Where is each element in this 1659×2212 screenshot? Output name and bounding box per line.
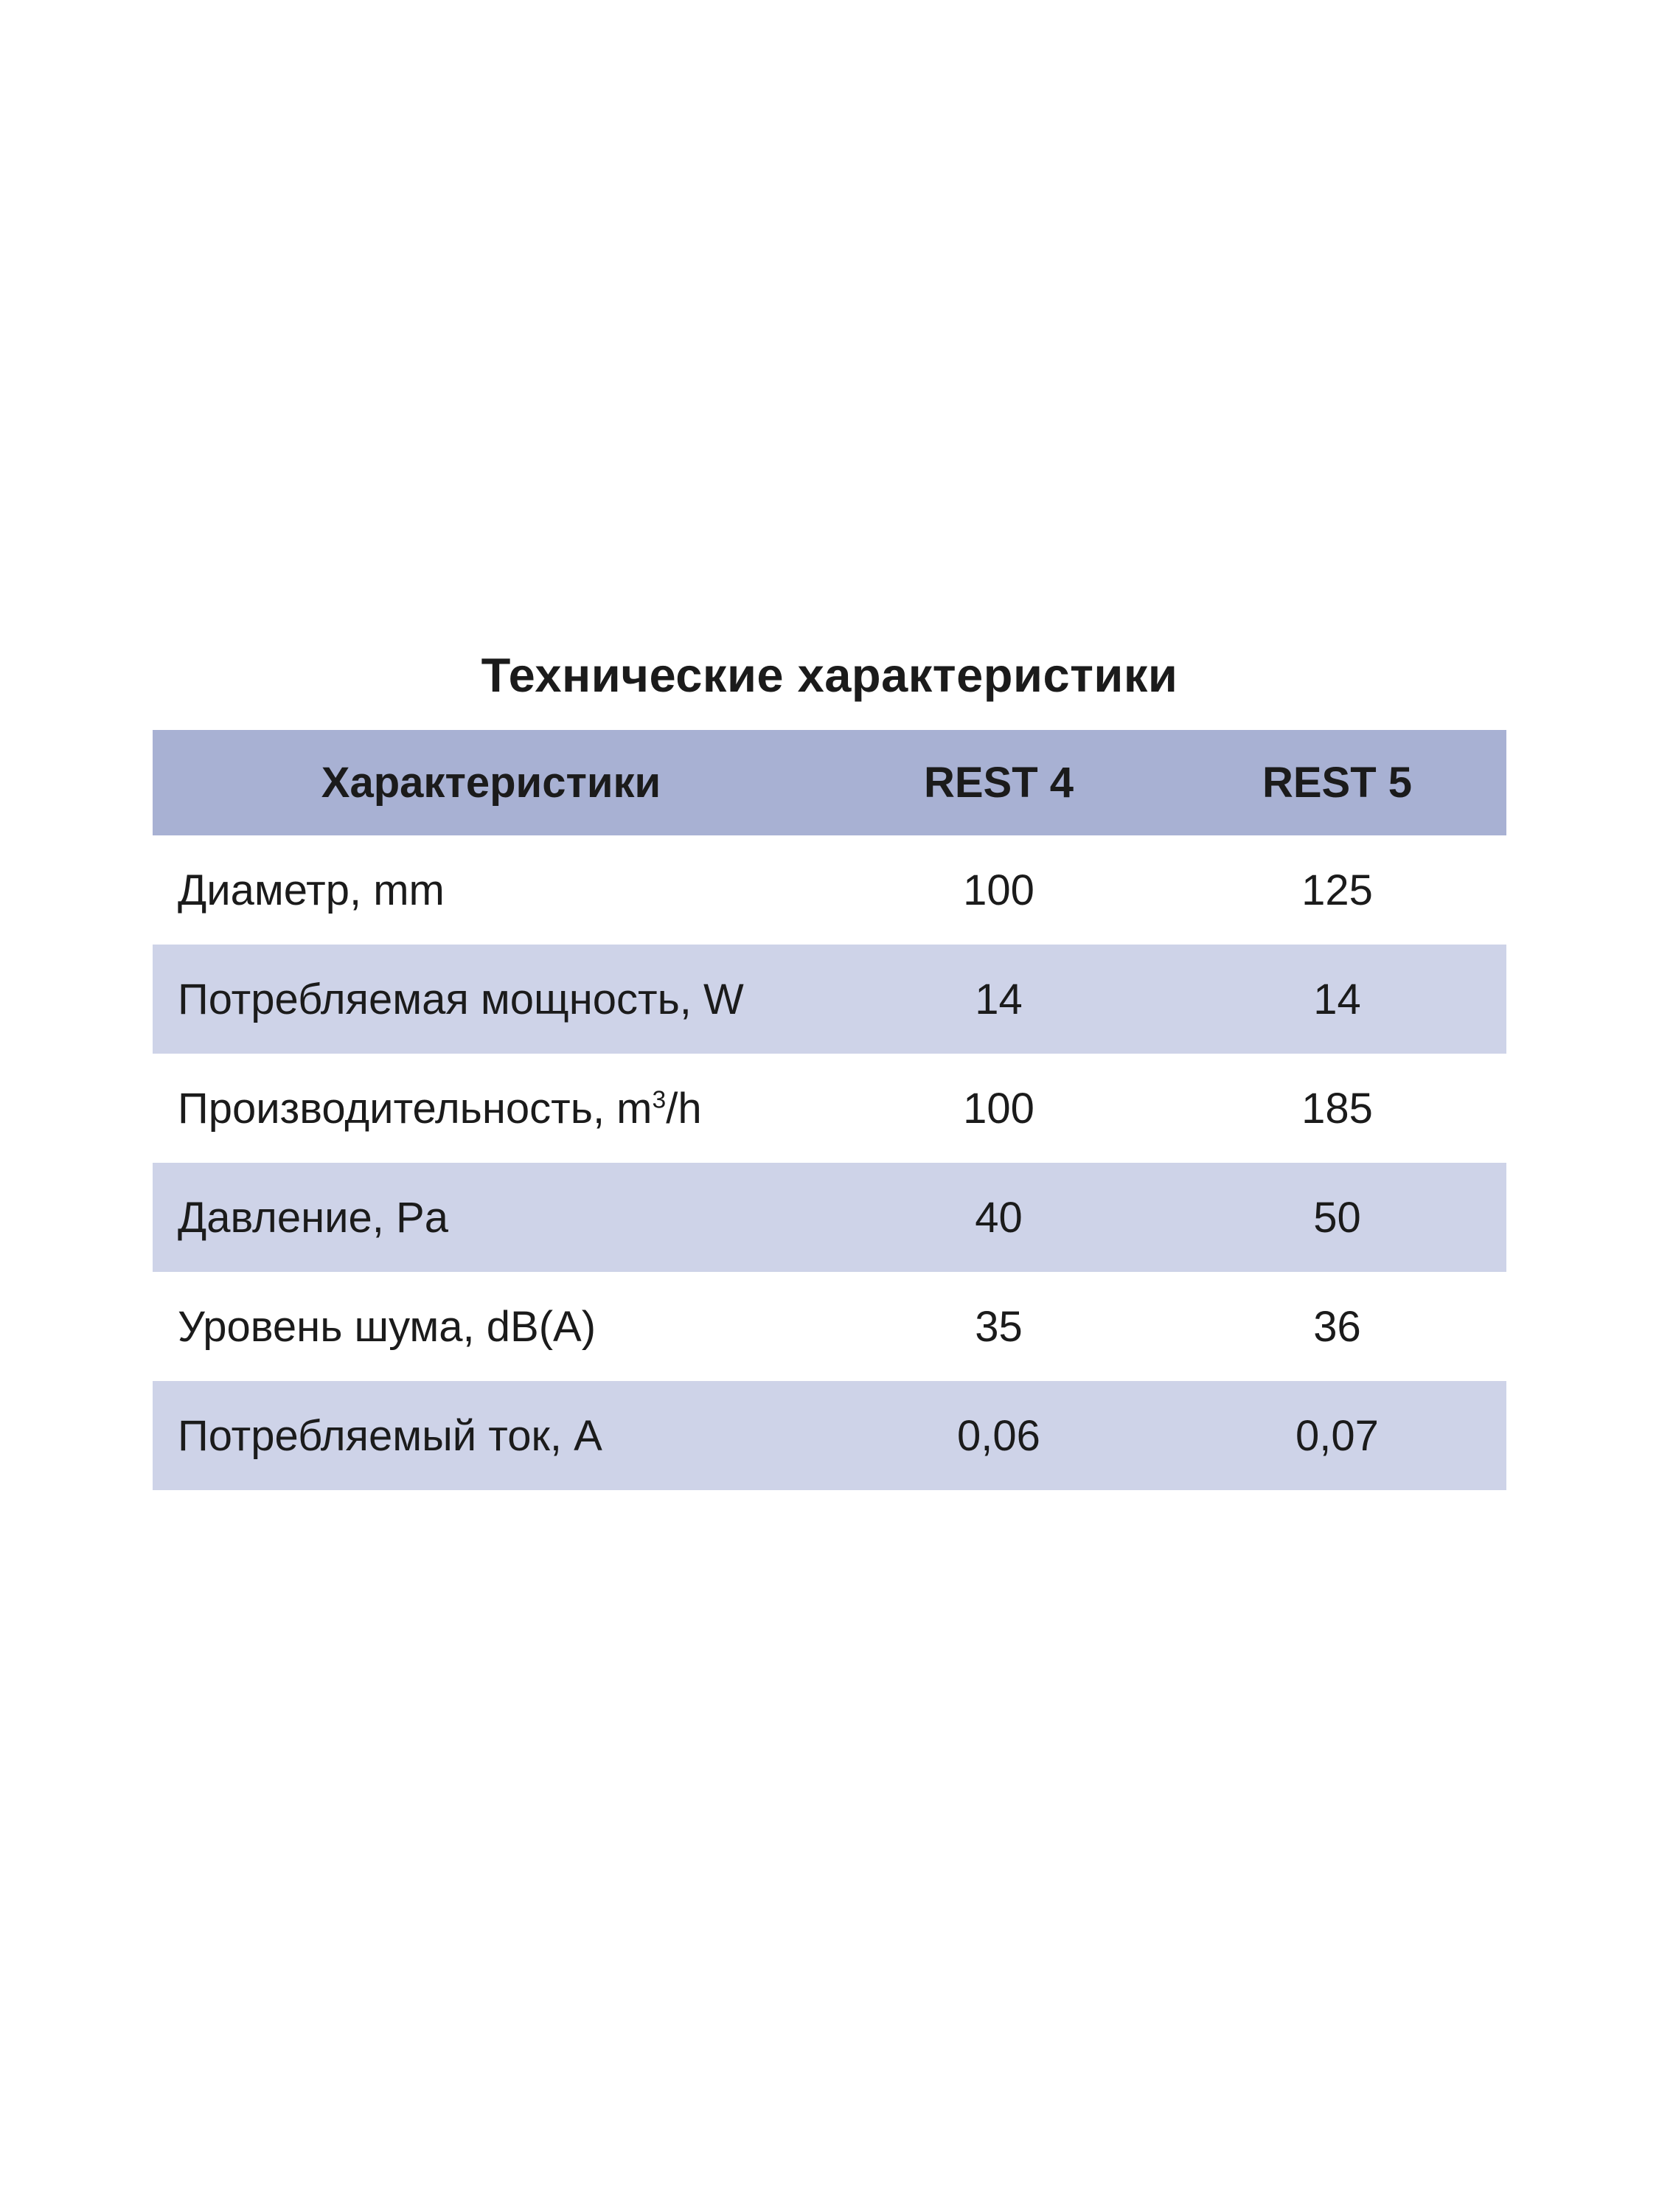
row-label: Производительность, m3/h — [153, 1084, 830, 1133]
table-row-noise: Уровень шума, dB(A) 35 36 — [153, 1272, 1506, 1381]
table-row-pressure: Давление, Pa 40 50 — [153, 1163, 1506, 1272]
row-value-rest4: 40 — [975, 1193, 1023, 1242]
row-value-rest5: 125 — [1301, 866, 1373, 914]
row-value-rest5: 36 — [1313, 1302, 1361, 1351]
table-row-current: Потребляемый ток, A 0,06 0,07 — [153, 1381, 1506, 1490]
row-label: Уровень шума, dB(A) — [178, 1302, 597, 1351]
table-row-airflow: Производительность, m3/h 100 185 — [153, 1054, 1506, 1163]
table-header-row: Характеристики REST 4 REST 5 — [153, 730, 1506, 835]
row-label-unit: /h — [666, 1084, 702, 1133]
row-value-rest4: 0,06 — [957, 1411, 1040, 1460]
table-row-diameter: Диаметр, mm 100 125 — [153, 835, 1506, 945]
row-label-superscript: 3 — [652, 1086, 667, 1114]
row-label: Диаметр, mm — [178, 866, 445, 914]
header-cell-rest5: REST 5 — [1262, 759, 1413, 807]
row-value-rest5: 0,07 — [1295, 1411, 1379, 1460]
row-label: Давление, Pa — [178, 1193, 448, 1242]
row-value-rest5: 14 — [1313, 975, 1361, 1023]
row-value-rest4: 100 — [963, 1084, 1034, 1133]
header-cell-characteristics: Характеристики — [321, 759, 661, 807]
row-label-text: Производительность, m — [178, 1084, 653, 1133]
row-value-rest4: 100 — [963, 866, 1034, 914]
header-cell-rest4: REST 4 — [923, 759, 1074, 807]
page-title: Технические характеристики — [481, 648, 1178, 702]
table-row-power: Потребляемая мощность, W 14 14 — [153, 945, 1506, 1054]
row-value-rest4: 35 — [975, 1302, 1023, 1351]
row-label: Потребляемая мощность, W — [178, 975, 744, 1023]
row-label: Потребляемый ток, A — [178, 1411, 602, 1460]
specs-table: Характеристики REST 4 REST 5 Диаметр, mm… — [153, 730, 1506, 1490]
row-value-rest5: 50 — [1313, 1193, 1361, 1242]
row-value-rest5: 185 — [1301, 1084, 1373, 1133]
row-value-rest4: 14 — [975, 975, 1023, 1023]
